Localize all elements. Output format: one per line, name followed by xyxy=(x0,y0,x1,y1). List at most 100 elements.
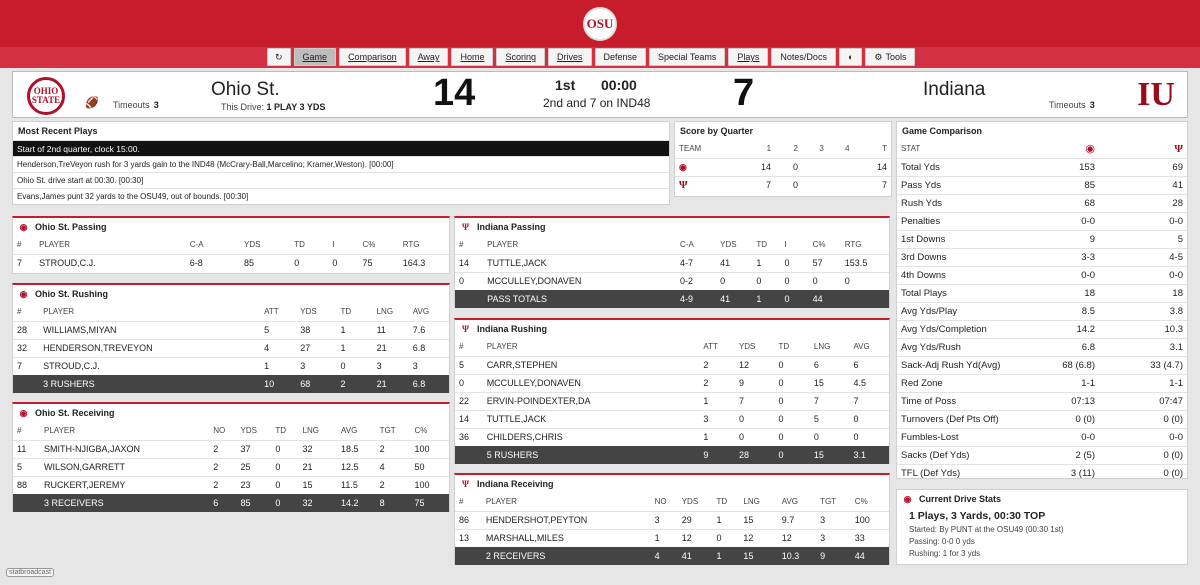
table-cell: STROUD,C.J. xyxy=(35,253,186,272)
sbq-cell xyxy=(827,175,854,194)
refresh-button[interactable]: ↻ xyxy=(267,48,291,66)
drive-label: This Drive: xyxy=(221,102,265,112)
tab-plays[interactable]: Plays xyxy=(728,48,769,66)
sbq-row-home: Ψ 7 0 7 xyxy=(675,175,891,194)
table-cell: 100 xyxy=(850,510,889,529)
table-cell: 0-2 xyxy=(676,271,717,290)
scoreboard-header: OHIO STATE 🏈 Timeouts 3 Ohio St. This Dri… xyxy=(12,71,1188,118)
away-stat-value: 85 xyxy=(1043,175,1099,194)
home-column-header: Ψ xyxy=(1099,140,1187,158)
table-cell: 12 xyxy=(739,528,778,547)
table-cell: 33 xyxy=(850,528,889,547)
away-timeouts-label: Timeouts xyxy=(113,100,150,110)
table-cell: 11 xyxy=(372,320,409,339)
sbq-header: 1 xyxy=(766,144,772,154)
table-cell: 0 xyxy=(336,356,373,375)
total-cell: 75 xyxy=(410,494,449,512)
table-cell: 1 xyxy=(336,320,373,339)
sbq-cell xyxy=(827,157,854,176)
table-cell: 29 xyxy=(677,510,713,529)
sbq-cell xyxy=(801,175,828,194)
table-cell: 21 xyxy=(372,338,409,357)
stat-name: Sacks (Def Yds) xyxy=(897,445,1044,464)
home-stat-value: 41 xyxy=(1099,175,1187,194)
tab-defense[interactable]: Defense xyxy=(594,48,647,66)
drive-started: Started: By PUNT at the OSU49 (00:30 1st… xyxy=(909,525,1064,534)
away-stat-value: 1-1 xyxy=(1043,373,1099,392)
column-header: ATT xyxy=(703,342,718,352)
table-cell: 3 xyxy=(699,409,735,428)
stat-name: Time of Poss xyxy=(897,391,1044,410)
tools-button[interactable]: ⚙ Tools xyxy=(865,48,916,66)
total-cell: 85 xyxy=(236,494,272,512)
column-header: STAT xyxy=(901,144,921,154)
stat-name: Turnovers (Def Pts Off) xyxy=(897,409,1044,428)
away-score: 14 xyxy=(433,72,476,114)
column-header: AVG xyxy=(853,342,870,352)
tab-scoring[interactable]: Scoring xyxy=(496,48,545,66)
table-cell: 153.5 xyxy=(840,253,889,272)
table-cell: MCCULLEY,DONAVEN xyxy=(482,373,700,392)
tab-drives[interactable]: Drives xyxy=(547,48,592,66)
column-header: RTG xyxy=(402,240,420,250)
osu-passing-title: Ohio St. Passing xyxy=(35,222,107,232)
play-item[interactable]: Evans,James punt 32 yards to the OSU49, … xyxy=(13,188,669,204)
table-cell: 6 xyxy=(849,355,889,374)
table-row: 14 TUTTLE,JACK 4-7 41 1 0 57 153.5 xyxy=(455,253,889,272)
tab-away[interactable]: Away xyxy=(408,48,449,66)
home-stat-value: 33 (4.7) xyxy=(1099,355,1187,374)
table-header-row: # PLAYER NO YDS TD LNG AVG TGT C% xyxy=(455,493,889,511)
tab-special-teams[interactable]: Special Teams xyxy=(649,48,726,66)
theme-toggle-button[interactable]: ◐ xyxy=(838,48,863,66)
table-cell: 0 xyxy=(849,427,889,446)
indiana-mini-logo-icon: Ψ xyxy=(679,179,688,192)
indiana-mini-logo-icon: Ψ xyxy=(461,478,470,489)
table-cell: 5 xyxy=(455,355,483,374)
sbq-header: 4 xyxy=(845,144,850,154)
iu-passing-table: # PLAYER C-A YDS TD I C% RTG 14 TUTTLE,JACK 4-7 41 1… xyxy=(455,236,889,308)
column-header: TGT xyxy=(379,426,396,436)
away-team-name: Ohio St. xyxy=(211,79,280,100)
table-cell: 23 xyxy=(236,475,272,494)
play-item[interactable]: Henderson,TreVeyon rush for 3 yards gain… xyxy=(13,156,669,172)
table-row: 11 SMITH-NJIGBA,JAXON 2 37 0 32 18.5 2 100 xyxy=(13,439,449,458)
tab-comparison[interactable]: Comparison xyxy=(339,48,406,66)
gear-icon: ⚙ xyxy=(874,51,883,62)
table-cell: 0 xyxy=(271,439,299,458)
tab-notes-docs[interactable]: Notes/Docs xyxy=(771,48,836,66)
tab-home[interactable]: Home xyxy=(451,48,494,66)
drive-rushing: Rushing: 1 for 3 yds xyxy=(909,549,981,558)
away-stat-value: 0-0 xyxy=(1043,265,1099,284)
column-header: # xyxy=(17,240,22,250)
column-header: TD xyxy=(716,497,728,507)
stat-name: 4th Downs xyxy=(897,265,1044,284)
table-row: 7 STROUD,C.J. 1 3 0 3 3 xyxy=(13,356,449,375)
total-row: 3 RECEIVERS 6 85 0 32 14.2 8 75 xyxy=(13,494,449,512)
total-cell: 41 xyxy=(677,547,713,565)
home-timeouts-value: 3 xyxy=(1089,100,1095,110)
ohio-state-mini-logo-icon: ◉ xyxy=(19,407,28,418)
stat-name: Avg Yds/Completion xyxy=(897,319,1044,338)
this-drive: This Drive: 1 PLAY 3 YDS xyxy=(221,102,325,112)
table-cell: HENDERSHOT,PEYTON xyxy=(481,510,651,529)
table-cell: 1 xyxy=(752,253,781,272)
home-stat-value: 0 (0) xyxy=(1099,445,1187,464)
sbq-header: TEAM xyxy=(679,144,702,154)
table-cell: 2 xyxy=(209,457,237,476)
home-stat-value: 07:47 xyxy=(1099,391,1187,410)
play-item[interactable]: Ohio St. drive start at 00:30. [00:30] xyxy=(13,172,669,188)
table-cell: 1 xyxy=(336,338,373,357)
table-cell: 0 xyxy=(780,271,809,290)
comparison-row: Fumbles-Lost 0-0 0-0 xyxy=(897,427,1187,446)
tab-game[interactable]: Game xyxy=(293,48,337,66)
play-item[interactable]: Start of 2nd quarter, clock 15:00. xyxy=(13,140,669,156)
table-cell: 4 xyxy=(375,457,411,476)
home-team-logo-icon[interactable]: OSU xyxy=(583,6,617,41)
total-cell: 44 xyxy=(850,547,889,565)
comparison-row: Turnovers (Def Pts Off) 0 (0) 0 (0) xyxy=(897,409,1187,428)
column-header: TGT xyxy=(820,497,837,507)
table-cell: 0 xyxy=(840,271,889,290)
table-cell: TUTTLE,JACK xyxy=(483,253,676,272)
table-cell: MARSHALL,MILES xyxy=(481,528,651,547)
table-cell: 2 xyxy=(699,355,735,374)
